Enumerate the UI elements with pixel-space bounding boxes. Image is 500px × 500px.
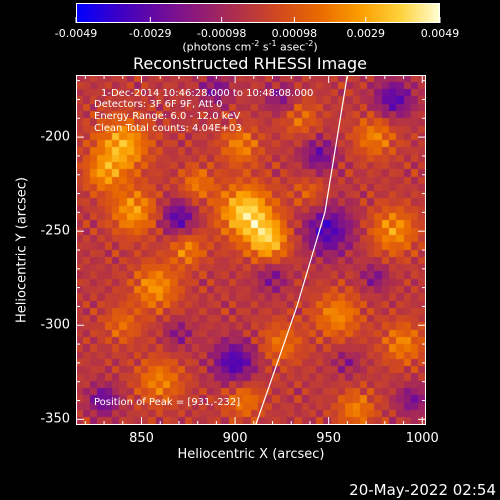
colorbar-tick-label: -0.0029 — [129, 27, 172, 40]
annotation-clean-counts: Clean Total counts: 4.04E+03 — [94, 123, 242, 134]
plot-area: 1-Dec-2014 10:46:28.000 to 10:48:08.000 … — [76, 75, 426, 425]
colorbar-gradient — [77, 4, 439, 22]
chart-title: Reconstructed RHESSI Image — [133, 54, 367, 73]
colorbar-tick-label: 0.0029 — [346, 27, 385, 40]
colorbar-tick-label: 0.0049 — [420, 27, 460, 40]
colorbar-unit: (photons cm-2 s-1 asec-2) — [182, 39, 318, 54]
heatmap-image — [76, 75, 426, 425]
colorbar-tick-label: 0.00098 — [271, 27, 318, 40]
y-tick-label: -350 — [40, 411, 70, 427]
x-tick-label: 950 — [316, 431, 342, 446]
x-axis-label: Heliocentric X (arcsec) — [177, 447, 325, 462]
annotation-energy-range: Energy Range: 6.0 - 12.0 keV — [94, 111, 241, 122]
colorbar-tick-label: -0.0049 — [54, 27, 98, 40]
timestamp: 20-May-2022 02:54 — [349, 481, 496, 499]
plot-overlay — [255, 75, 348, 425]
x-tick-label: 850 — [129, 431, 154, 446]
solar-limb-line — [255, 75, 348, 425]
y-tick-label: -300 — [40, 317, 70, 333]
y-axis-label: Heliocentric Y (arcsec) — [14, 177, 30, 323]
colorbar-tick-label: -0.00098 — [196, 27, 247, 40]
colorbar — [76, 3, 440, 23]
annotation-peak-position: Position of Peak = [931,-232] — [94, 397, 241, 408]
x-tick-label: 900 — [222, 431, 248, 446]
y-tick-label: -200 — [40, 129, 70, 145]
annotation-time-range: 1-Dec-2014 10:46:28.000 to 10:48:08.000 — [101, 88, 314, 99]
y-tick-label: -250 — [40, 223, 70, 239]
annotation-detectors: Detectors: 3F 6F 9F, Att 0 — [94, 99, 223, 110]
x-tick-label: 1000 — [405, 431, 439, 446]
